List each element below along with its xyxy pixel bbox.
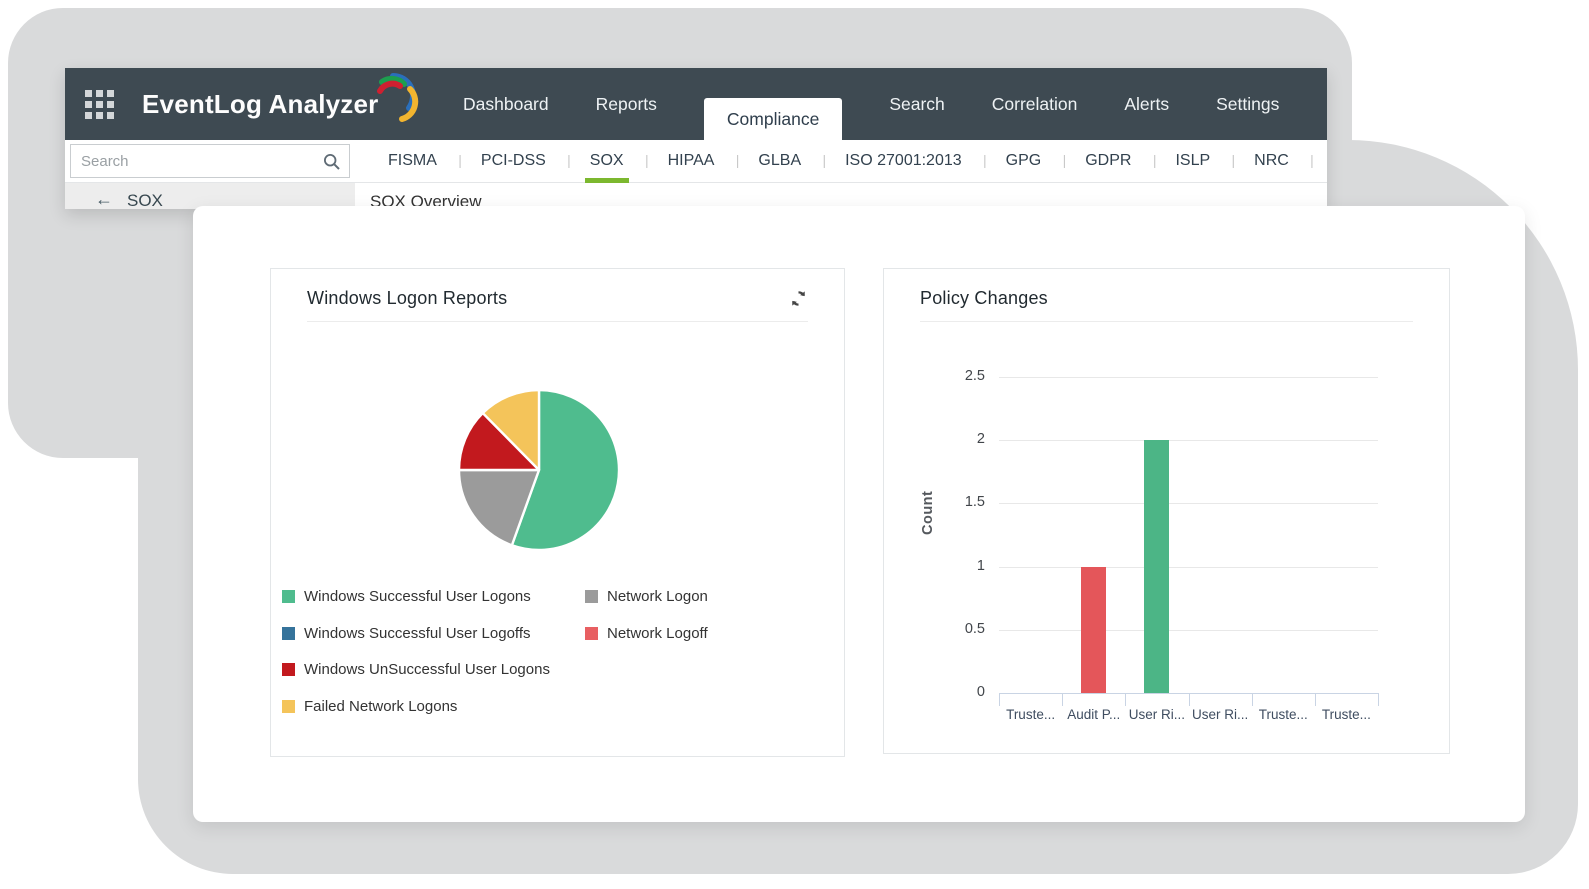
x-axis-category-label: User Ri... bbox=[1128, 707, 1186, 722]
legend-item-windows-successful-user-logons: Windows Successful User Logons bbox=[282, 587, 585, 607]
pie-slice-failed-network-logons bbox=[481, 388, 541, 472]
compliance-tab-gdpr[interactable]: GDPR bbox=[1064, 140, 1152, 182]
brand-logo-text: EventLog Analyzer bbox=[142, 88, 379, 119]
refresh-icon[interactable] bbox=[789, 289, 808, 308]
y-axis-tick-label: 0 bbox=[976, 684, 985, 700]
search-box bbox=[70, 144, 350, 178]
x-axis-tick bbox=[1062, 693, 1064, 706]
legend-swatch bbox=[282, 590, 295, 603]
x-axis-category-label: Truste... bbox=[1321, 707, 1371, 722]
search-input[interactable] bbox=[71, 145, 349, 177]
pie-slice-windows-unsuccessful-user-logons bbox=[457, 411, 541, 472]
y-axis-tick-label: 1.5 bbox=[964, 494, 985, 511]
legend-label: Windows Successful User Logoffs bbox=[304, 624, 531, 642]
gridline bbox=[999, 440, 1378, 442]
clipped-content-row: ← SOX SOX Overview bbox=[65, 183, 1327, 209]
card-divider bbox=[920, 321, 1413, 322]
card-header: Windows Logon Reports bbox=[271, 269, 844, 321]
app-window: EventLog Analyzer Dashboard Reports Compli… bbox=[65, 68, 1327, 209]
policy-changes-card: Policy Changes 0 0.5 1 1.5 2 2.5 Truste... Audi… bbox=[883, 268, 1450, 754]
legend-label: Failed Network Logons bbox=[304, 697, 458, 715]
compliance-tab-islp[interactable]: ISLP bbox=[1154, 140, 1231, 182]
card-title: Policy Changes bbox=[920, 287, 1048, 308]
brand: EventLog Analyzer bbox=[142, 73, 423, 126]
x-axis-tick bbox=[1314, 693, 1316, 706]
pie-legend: Windows Successful User Logons Windows Su… bbox=[282, 587, 832, 717]
legend-swatch bbox=[282, 663, 295, 676]
sidebar-section-header[interactable]: ← SOX bbox=[65, 183, 355, 209]
compliance-subnav-row: FISMAPCI-DSSSOXHIPAAGLBAISO 27001:2013GP… bbox=[65, 140, 1327, 183]
nav-item-compliance[interactable]: Compliance bbox=[703, 98, 843, 140]
pie-slice-network-logon bbox=[457, 468, 541, 547]
card-header: Policy Changes bbox=[884, 269, 1449, 321]
x-axis-category-label: Truste... bbox=[1006, 707, 1056, 722]
compliance-tab-fisma[interactable]: FISMA bbox=[367, 140, 458, 182]
legend-swatch bbox=[282, 626, 295, 640]
page-title: SOX Overview bbox=[370, 192, 482, 209]
gridline bbox=[999, 629, 1378, 631]
nav-item-correlation[interactable]: Correlation bbox=[991, 93, 1078, 114]
legend-label: Windows Successful User Logons bbox=[304, 588, 531, 605]
pie-slice-windows-successful-user-logons bbox=[510, 388, 621, 552]
gridline bbox=[999, 377, 1378, 378]
compliance-tab-gpg[interactable]: GPG bbox=[985, 140, 1063, 182]
main-nav: Dashboard Reports Compliance Search Correlat… bbox=[463, 68, 1327, 140]
legend-label: Network Logon bbox=[607, 588, 708, 605]
bar-user-ri- bbox=[1144, 440, 1170, 693]
nav-item-dashboard[interactable]: Dashboard bbox=[463, 93, 549, 114]
x-axis-tick bbox=[1125, 693, 1127, 706]
y-axis-tick-label: 1 bbox=[976, 557, 985, 574]
nav-item-alerts[interactable]: Alerts bbox=[1124, 93, 1170, 114]
y-axis-tick-label: 0.5 bbox=[964, 620, 985, 637]
gridline bbox=[999, 566, 1378, 568]
legend-item-network-logon: Network Logon bbox=[585, 587, 708, 607]
back-arrow-icon[interactable]: ← bbox=[95, 189, 113, 209]
x-axis-tick bbox=[1188, 693, 1190, 706]
legend-item-windows-unsuccessful-user-logons: Windows UnSuccessful User Logons bbox=[282, 660, 585, 680]
sidebar-search-cell bbox=[65, 140, 355, 182]
logon-pie-chart bbox=[457, 388, 621, 552]
legend-label: Network Logoff bbox=[607, 624, 708, 642]
sidebar-section-label: SOX bbox=[127, 191, 163, 209]
search-icon[interactable] bbox=[323, 153, 341, 171]
compliance-tab-glba[interactable]: GLBA bbox=[737, 140, 822, 182]
x-axis-category-label: Truste... bbox=[1258, 707, 1308, 722]
x-axis-tick bbox=[999, 693, 1000, 706]
legend-item-failed-network-logons: Failed Network Logons bbox=[282, 697, 585, 717]
compliance-tab-sox[interactable]: SOX bbox=[569, 140, 645, 183]
x-axis-category-label: User Ri... bbox=[1191, 707, 1249, 722]
compliance-tab-hipaa[interactable]: HIPAA bbox=[647, 140, 736, 182]
brand-logo-swirl-icon bbox=[376, 73, 418, 122]
x-axis-tick bbox=[1378, 693, 1379, 706]
legend-swatch bbox=[585, 626, 598, 640]
legend-label: Windows UnSuccessful User Logons bbox=[304, 661, 550, 678]
apps-grid-icon[interactable] bbox=[85, 89, 114, 119]
bar-audit-p- bbox=[1081, 566, 1107, 693]
policy-changes-bar-chart: 0 0.5 1 1.5 2 2.5 Truste... Audit P... User Ri..… bbox=[884, 269, 1449, 753]
legend-swatch bbox=[585, 590, 598, 603]
y-axis-tick-label: 2 bbox=[976, 431, 985, 448]
app-header: EventLog Analyzer Dashboard Reports Compli… bbox=[65, 68, 1327, 140]
card-title: Windows Logon Reports bbox=[307, 287, 508, 308]
compliance-tabs: FISMAPCI-DSSSOXHIPAAGLBAISO 27001:2013GP… bbox=[355, 140, 1312, 183]
x-axis-tick bbox=[1251, 693, 1253, 706]
legend-swatch bbox=[282, 699, 295, 713]
compliance-tab-pci-dss[interactable]: PCI-DSS bbox=[460, 140, 567, 182]
compliance-tab-iso-27001-2013[interactable]: ISO 27001:2013 bbox=[824, 140, 983, 182]
card-divider bbox=[307, 321, 808, 322]
nav-item-search[interactable]: Search bbox=[889, 93, 945, 114]
nav-item-settings[interactable]: Settings bbox=[1216, 93, 1280, 114]
dashboard-panel: Windows Logon Reports Windows Successful… bbox=[193, 206, 1525, 822]
legend-item-network-logoff: Network Logoff bbox=[585, 624, 708, 644]
compliance-tab-nrc[interactable]: NRC bbox=[1233, 140, 1310, 182]
y-axis-tick-label: 2.5 bbox=[964, 368, 985, 384]
nav-item-reports[interactable]: Reports bbox=[595, 93, 657, 114]
x-axis-category-label: Audit P... bbox=[1067, 707, 1121, 722]
legend-item-windows-successful-user-logoffs: Windows Successful User Logoffs bbox=[282, 624, 585, 644]
windows-logon-reports-card: Windows Logon Reports Windows Successful… bbox=[270, 268, 845, 757]
gridline bbox=[999, 503, 1378, 505]
